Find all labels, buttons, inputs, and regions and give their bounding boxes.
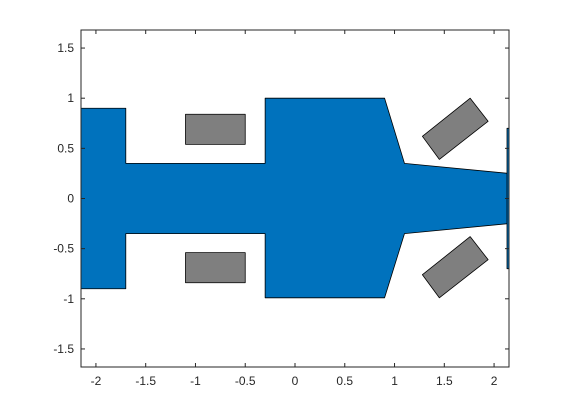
y-tick-label: 1.5 — [57, 41, 74, 55]
x-tick-label: 1 — [391, 374, 398, 388]
x-tick-label: 0 — [292, 374, 299, 388]
rear-wheel-top — [185, 113, 246, 145]
front-wheel-top — [422, 97, 489, 160]
y-tick-label: 0.5 — [57, 141, 74, 155]
x-tick-label: 0.5 — [336, 374, 353, 388]
x-tick-label: -0.5 — [235, 374, 256, 388]
x-tick-label: 1.5 — [436, 374, 453, 388]
ticks-layer: -2 -1.5 -1 -0.5 0 0.5 1 1.5 2 1.5 1 0.5 0 -0.5 -1 -1.5 — [53, 30, 509, 388]
front-wheel-bottom — [422, 236, 489, 299]
y-tick-label: -1 — [63, 292, 74, 306]
shapes-layer — [80, 97, 510, 299]
x-tick-label: -2 — [91, 374, 102, 388]
y-tick-label: 1 — [67, 91, 74, 105]
y-tick-label: -0.5 — [53, 242, 74, 256]
y-tick-label: 0 — [67, 192, 74, 206]
y-tick-label: -1.5 — [53, 342, 74, 356]
x-tick-label: -1 — [190, 374, 201, 388]
x-tick-label: 2 — [491, 374, 498, 388]
x-tick-label: -1.5 — [135, 374, 156, 388]
rear-wheel-bottom — [185, 252, 246, 284]
